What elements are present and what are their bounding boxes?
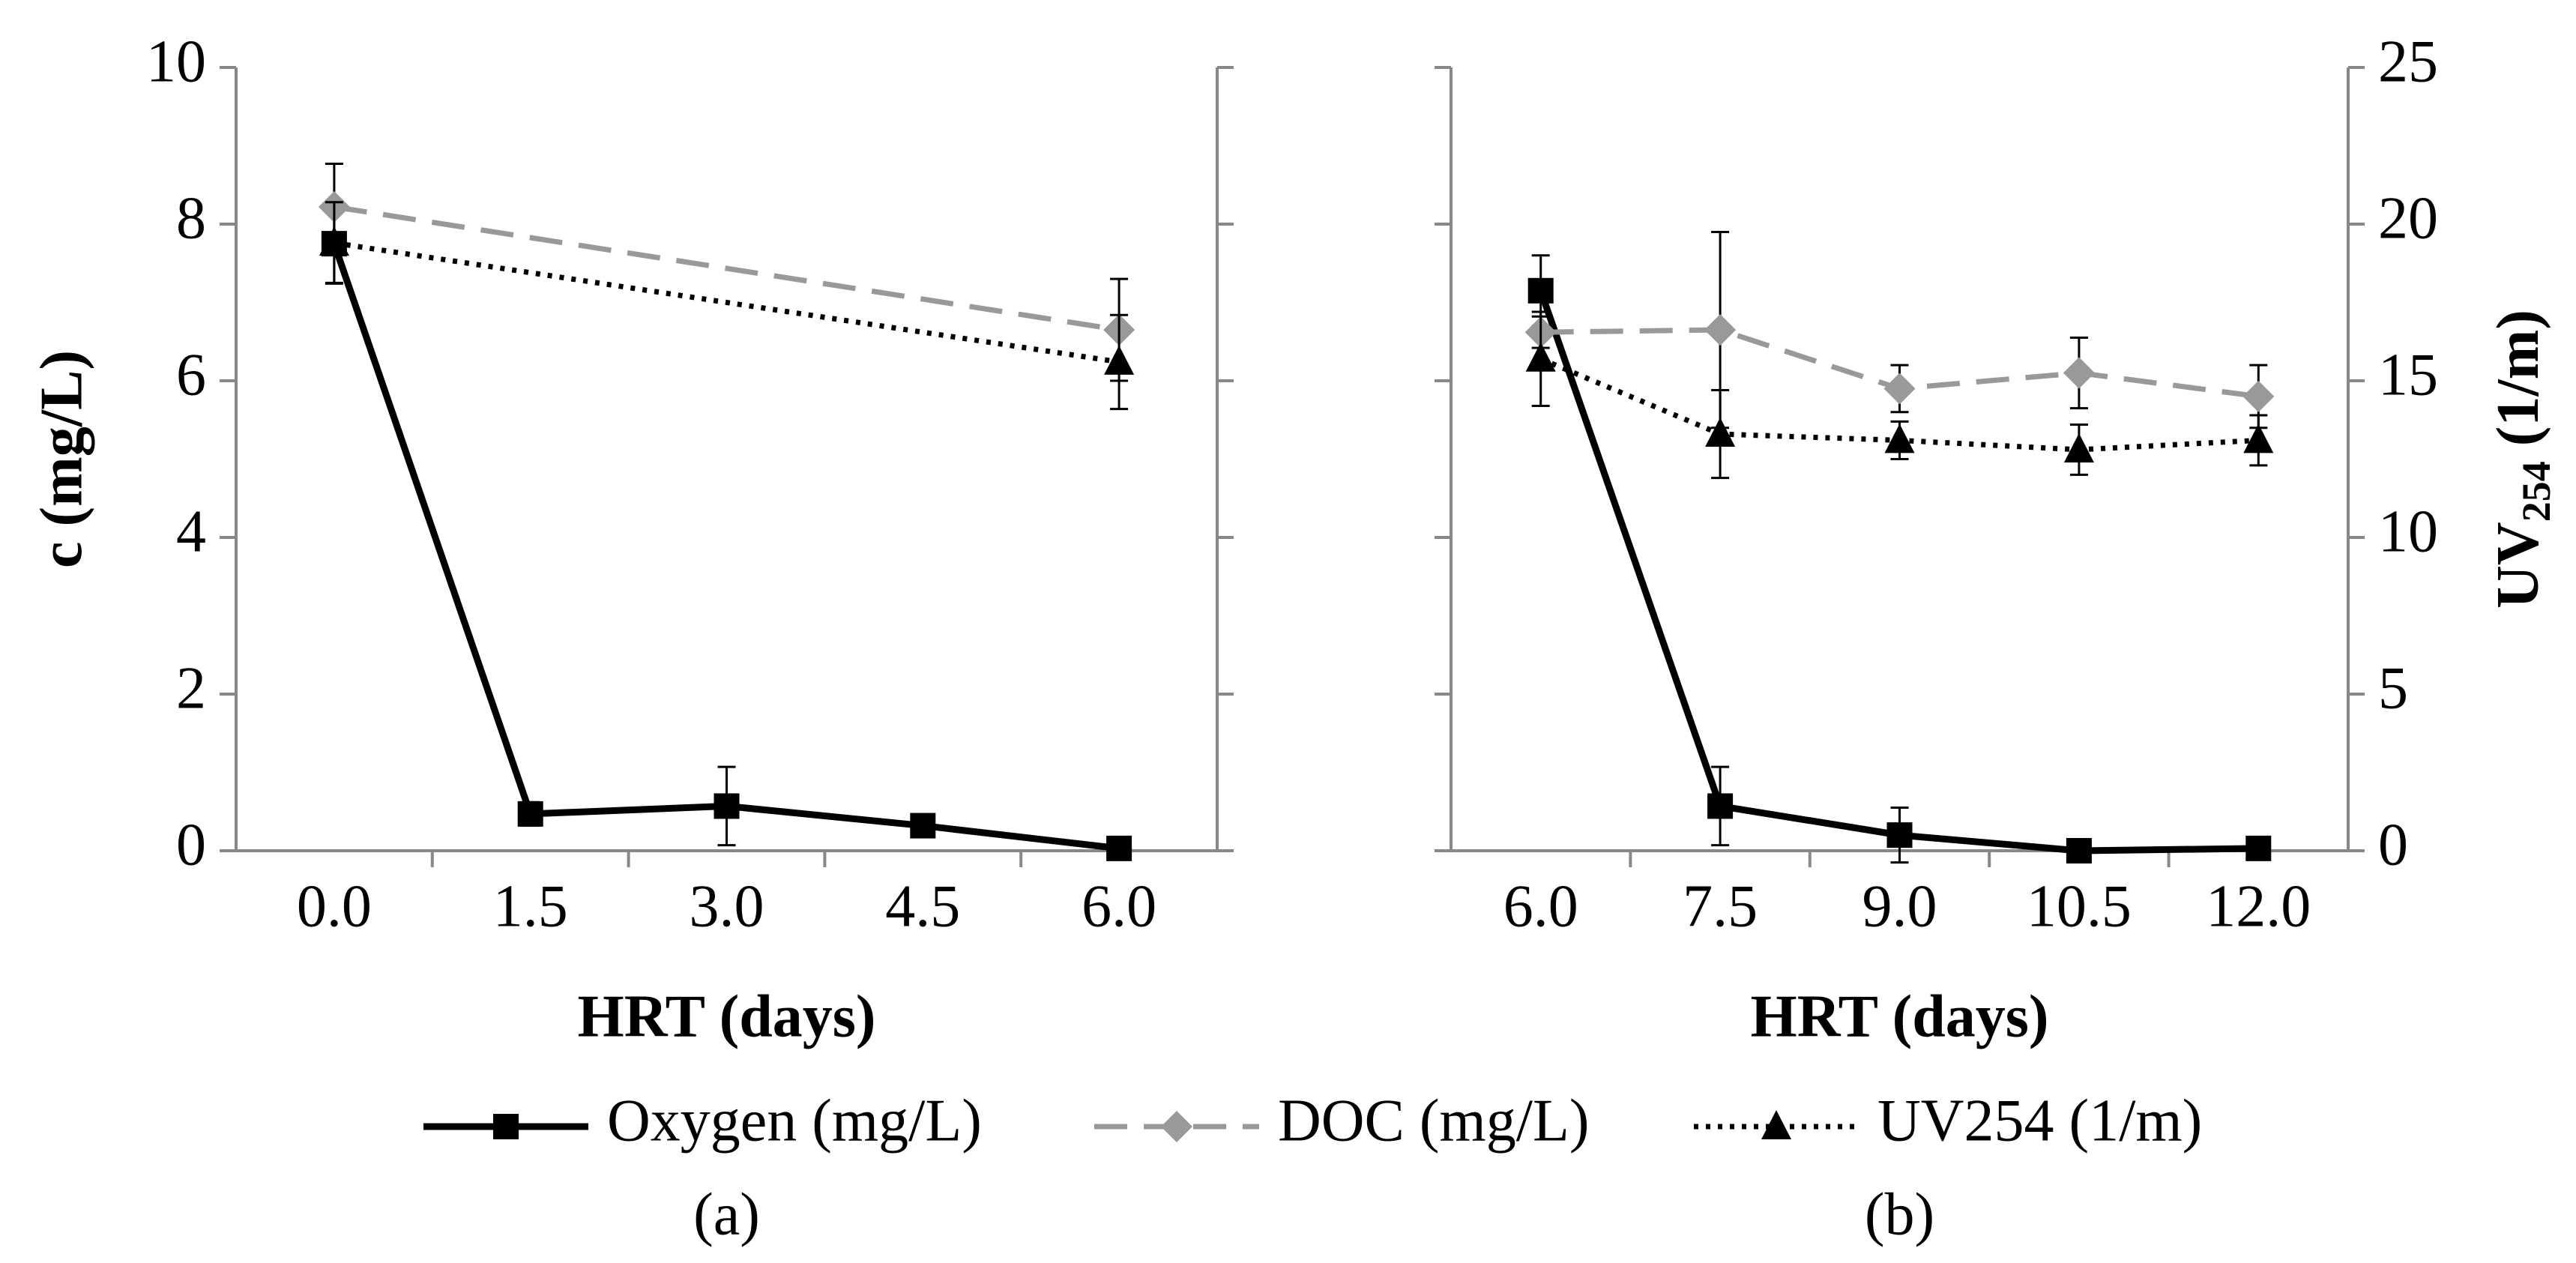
x-tick-label: 6.0 (1503, 873, 1578, 939)
marker (2063, 432, 2094, 462)
y-tick-label: 4 (176, 498, 206, 564)
y2-axis-title-rest: (1/m) (2485, 310, 2551, 461)
y2-tick-label: 25 (2378, 28, 2438, 94)
marker (1883, 373, 1916, 405)
series-line (334, 204, 1120, 333)
marker (517, 801, 543, 827)
marker (2242, 380, 2275, 412)
x-tick-label: 1.5 (493, 873, 568, 939)
y2-tick-label: 0 (2378, 812, 2408, 878)
x-axis-title: HRT (days) (577, 983, 875, 1049)
legend-label: DOC (mg/L) (1278, 1088, 1590, 1154)
marker (2243, 423, 2274, 453)
legend-label: Oxygen (mg/L) (607, 1088, 982, 1154)
marker (1761, 1110, 1791, 1139)
marker (1704, 314, 1737, 346)
y2-tick-label: 5 (2378, 655, 2408, 721)
y2-axis-title-main: UV (2485, 522, 2551, 609)
y-tick-label: 0 (176, 812, 206, 878)
marker (2245, 835, 2272, 861)
x-tick-label: 10.5 (2027, 873, 2132, 939)
x-tick-label: 4.5 (885, 873, 960, 939)
marker (1884, 423, 1915, 453)
marker (2063, 357, 2095, 389)
marker (714, 793, 740, 819)
marker (1161, 1111, 1192, 1142)
x-tick-label: 7.5 (1683, 873, 1758, 939)
y-axis-title: c (mg/L) (28, 350, 94, 568)
caption: (a) (693, 1181, 760, 1247)
x-axis-title: HRT (days) (1750, 983, 2048, 1049)
y-tick-label: 6 (176, 342, 206, 408)
y2-tick-label: 15 (2378, 342, 2438, 408)
marker (1707, 793, 1734, 819)
marker (910, 813, 936, 839)
x-tick-label: 3.0 (690, 873, 764, 939)
marker (1886, 822, 1913, 848)
marker (1705, 418, 1736, 447)
series-line (331, 242, 1120, 852)
series-line (334, 240, 1120, 365)
x-tick-label: 9.0 (1862, 873, 1937, 939)
y-tick-label: 2 (176, 655, 206, 721)
caption: (b) (1865, 1181, 1934, 1247)
marker (1527, 277, 1554, 304)
y2-tick-label: 10 (2378, 498, 2438, 564)
marker (2066, 838, 2092, 863)
y-tick-label: 8 (176, 185, 206, 251)
marker (1104, 345, 1135, 375)
y2-axis-title-sub: 254 (2514, 461, 2559, 522)
y-tick-label: 10 (146, 28, 206, 94)
marker (1525, 342, 1556, 372)
y2-tick-label: 20 (2378, 185, 2438, 251)
marker (1106, 835, 1132, 861)
y2-axis-title: UV254 (1/m) (2485, 310, 2559, 609)
marker (493, 1114, 519, 1139)
x-tick-label: 12.0 (2206, 873, 2311, 939)
marker (319, 226, 349, 256)
legend-label: UV254 (1/m) (1877, 1088, 2202, 1154)
x-tick-label: 6.0 (1082, 873, 1156, 939)
x-tick-label: 0.0 (297, 873, 372, 939)
